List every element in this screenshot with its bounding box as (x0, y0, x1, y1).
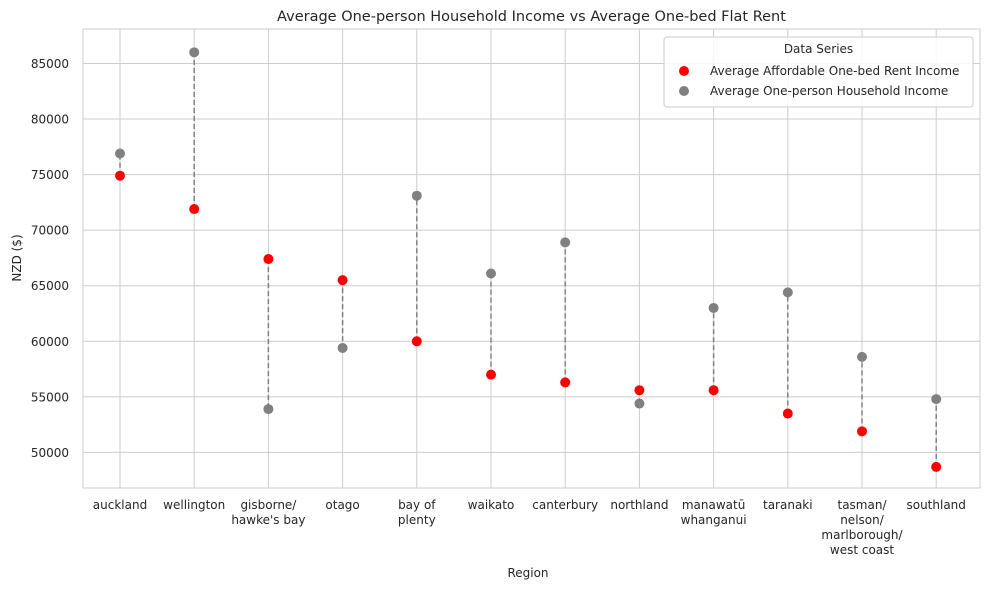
household-income-point (857, 351, 867, 362)
x-tick-label: waikato (468, 498, 515, 512)
household-income-point (486, 268, 496, 279)
y-tick-label: 85000 (31, 57, 69, 71)
rent-income-point (782, 408, 793, 419)
y-tick-label: 65000 (31, 279, 69, 293)
plot-frame (82, 28, 981, 489)
household-income-point (337, 342, 348, 353)
y-axis-label: NZD ($) (10, 234, 24, 281)
legend-box (663, 36, 974, 108)
household-income-point (115, 148, 125, 159)
rent-income-point (857, 426, 867, 437)
x-tick-label: bay of plenty (398, 498, 436, 527)
household-income-point (782, 287, 793, 298)
y-tick-label: 75000 (31, 168, 69, 182)
x-tick-label: auckland (93, 498, 147, 512)
household-income-point (263, 404, 274, 415)
legend-marker-rent (679, 66, 689, 76)
x-tick-label: southland (906, 498, 965, 512)
legend-title: Data Series (784, 42, 853, 56)
x-tick-label: otago (325, 498, 359, 512)
y-tick-labels: 50000 55000 60000 65000 70000 75000 80000 85000 (31, 57, 69, 460)
x-tick-label: tasman/nelson/marlborough/west coast (821, 498, 903, 557)
household-income-point (708, 302, 719, 313)
legend: Data Series Average Affordable One-bed R… (663, 36, 974, 108)
rent-income-point (263, 254, 274, 265)
household-income-point (931, 394, 942, 405)
legend-label-household: Average One-person Household Income (710, 84, 948, 98)
y-tick-label: 60000 (31, 335, 69, 349)
household-income-point (560, 237, 571, 248)
rent-income-point (411, 336, 422, 347)
y-tick-label: 55000 (31, 390, 69, 404)
rent-income-point (560, 377, 571, 388)
data-points (115, 47, 942, 472)
x-tick-label: canterbury (532, 498, 598, 512)
x-tick-label: taranaki (763, 498, 813, 512)
rent-income-point (189, 204, 200, 215)
y-tick-label: 80000 (31, 113, 69, 127)
rent-income-point (931, 461, 942, 472)
rent-income-point (634, 385, 645, 396)
x-tick-labels: auckland wellington gisborne/hawke's bay ot… (93, 498, 966, 557)
legend-marker-household (679, 86, 689, 96)
x-tick-label: manawatū whanganui (681, 498, 747, 527)
rent-income-point (486, 369, 496, 380)
chart-title: Average One-person Household Income vs A… (277, 9, 786, 25)
household-income-point (634, 398, 645, 409)
y-tick-label: 50000 (31, 446, 69, 460)
y-tick-label: 70000 (31, 224, 69, 238)
x-axis-label: Region (507, 566, 548, 580)
rent-income-point (337, 275, 348, 286)
household-income-point (189, 47, 200, 58)
rent-income-point (115, 170, 125, 181)
rent-income-point (708, 385, 719, 396)
legend-label-rent: Average Affordable One-bed Rent Income (710, 64, 959, 78)
household-income-point (411, 190, 422, 201)
x-tick-label: gisborne/hawke's bay (231, 498, 305, 527)
x-tick-label: wellington (163, 498, 225, 512)
x-tick-label: northland (610, 498, 668, 512)
